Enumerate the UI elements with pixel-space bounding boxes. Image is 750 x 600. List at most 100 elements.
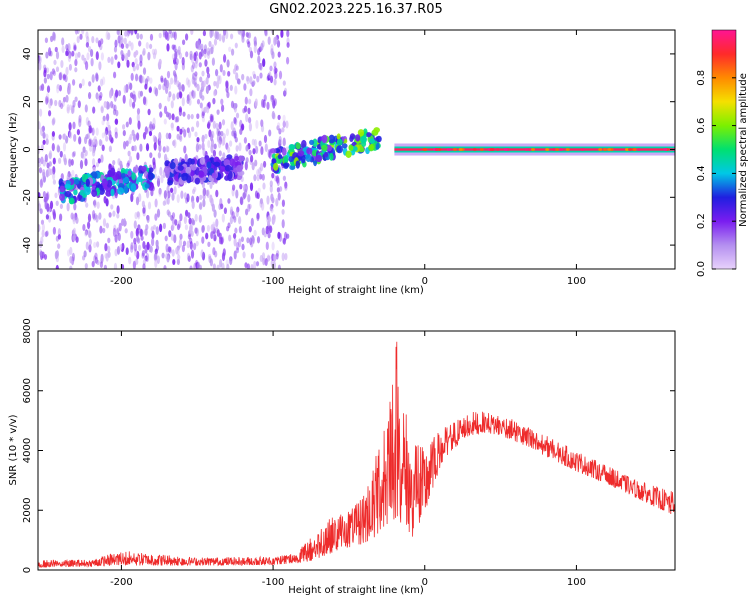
track-cell — [130, 183, 137, 193]
noise-cell — [88, 92, 92, 100]
noise-cell — [54, 99, 58, 107]
track-cell — [147, 172, 154, 181]
noise-cell — [116, 205, 120, 214]
noise-cell — [39, 240, 43, 249]
noise-cell — [179, 91, 183, 99]
noise-cell — [95, 214, 99, 223]
track-cell — [185, 166, 192, 174]
noise-cell — [192, 90, 197, 99]
noise-cell — [149, 245, 153, 253]
x-tick-label: 0 — [422, 276, 428, 287]
noise-cell — [145, 41, 149, 50]
noise-cell — [88, 125, 92, 134]
noise-cell — [178, 108, 182, 117]
noise-cell — [39, 208, 43, 215]
track-cell — [336, 145, 344, 154]
noise-cell — [273, 61, 277, 69]
noise-cell — [205, 85, 209, 95]
noise-cell — [73, 133, 77, 142]
noise-cell — [135, 164, 139, 173]
track-cell — [228, 170, 233, 180]
noise-cell — [228, 46, 232, 53]
noise-cell — [250, 252, 254, 260]
noise-cell — [273, 78, 277, 86]
noise-cell — [144, 126, 148, 135]
noise-cell — [183, 128, 187, 138]
noise-cell — [193, 52, 197, 62]
noise-cell — [43, 196, 47, 203]
noise-cell — [242, 108, 246, 114]
noise-cell — [166, 197, 170, 205]
noise-cell — [52, 171, 56, 181]
noise-cell — [85, 202, 89, 208]
noise-cell — [139, 90, 143, 97]
noise-cell — [273, 66, 277, 75]
track-cell — [358, 147, 365, 153]
noise-cell — [38, 60, 41, 67]
noise-cell — [142, 207, 146, 214]
noise-cell — [95, 51, 99, 61]
noise-cell — [87, 221, 91, 230]
line-cell — [565, 148, 570, 151]
noise-cell — [98, 139, 102, 147]
noise-cell — [72, 216, 76, 225]
track-cell — [336, 138, 343, 146]
line-cell — [503, 148, 508, 151]
noise-cell — [234, 227, 238, 234]
noise-cell — [284, 252, 288, 261]
line-cell — [527, 148, 532, 151]
line-cell — [636, 148, 641, 151]
noise-cell — [266, 195, 270, 205]
noise-cell — [257, 48, 261, 56]
noise-cell — [38, 121, 41, 130]
noise-cell — [95, 127, 99, 136]
noise-cell — [91, 74, 95, 83]
noise-cell — [237, 78, 241, 85]
noise-cell — [68, 86, 72, 95]
noise-cell — [226, 263, 230, 269]
noise-cell — [44, 196, 48, 204]
noise-cell — [211, 203, 215, 212]
noise-cell — [42, 131, 46, 139]
noise-cell — [203, 48, 207, 55]
noise-cell — [100, 52, 104, 61]
noise-cell — [136, 108, 141, 115]
noise-cell — [72, 234, 76, 242]
noise-cell — [168, 132, 172, 140]
noise-cell — [92, 106, 96, 114]
noise-cell — [189, 50, 193, 57]
noise-cell — [196, 136, 200, 143]
line-cell — [452, 148, 457, 151]
noise-cell — [158, 187, 162, 195]
noise-cell — [131, 145, 135, 152]
noise-cell — [78, 118, 82, 128]
noise-cell — [105, 135, 109, 142]
noise-cell — [144, 83, 148, 90]
noise-cell — [173, 139, 177, 149]
noise-cell — [108, 163, 112, 171]
noise-cell — [194, 213, 198, 222]
noise-cell — [196, 83, 200, 92]
colorbar-tick-label: 0.4 — [696, 165, 707, 181]
noise-cell — [39, 178, 43, 188]
noise-cell — [272, 214, 276, 224]
track-cell — [349, 135, 354, 143]
noise-cell — [80, 151, 84, 159]
noise-cell — [259, 72, 263, 79]
track-cell — [345, 150, 352, 158]
noise-cell — [171, 113, 175, 121]
noise-cell — [218, 33, 222, 42]
noise-cell — [91, 127, 95, 136]
noise-cell — [275, 253, 279, 260]
noise-cell — [166, 43, 170, 52]
noise-cell — [100, 106, 104, 114]
noise-cell — [228, 234, 232, 242]
noise-cell — [237, 30, 241, 35]
noise-cell — [240, 30, 244, 34]
track-cell — [369, 143, 374, 151]
noise-cell — [218, 75, 222, 85]
noise-cell — [277, 114, 281, 121]
noise-cell — [62, 96, 67, 103]
noise-cell — [177, 254, 181, 261]
noise-cell — [176, 247, 180, 256]
